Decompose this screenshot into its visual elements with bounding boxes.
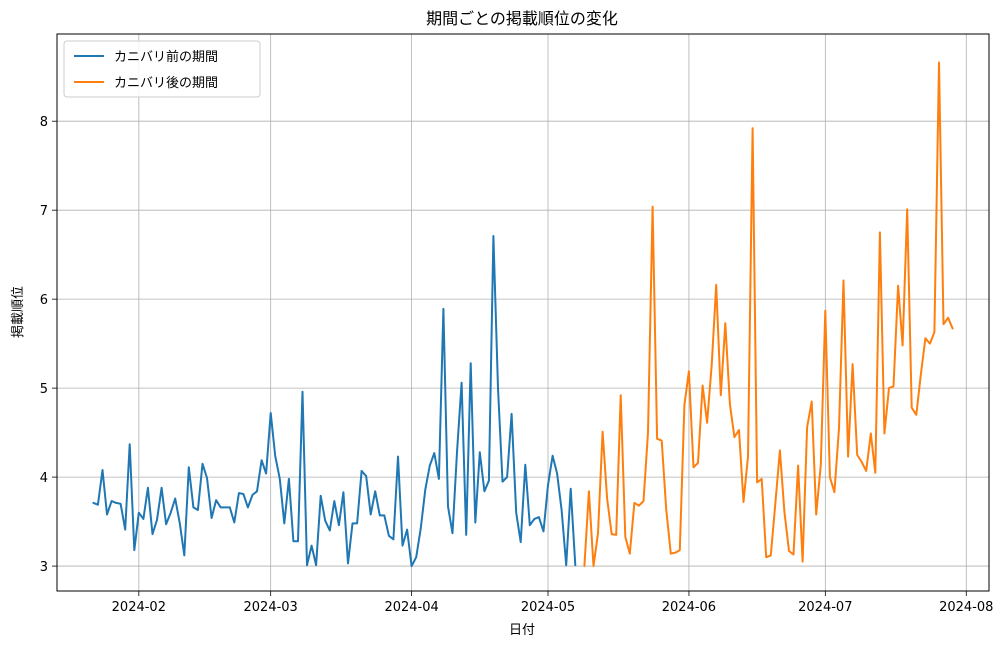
x-tick-label: 2024-02 [112,600,166,615]
y-tick-label: 4 [40,471,48,486]
legend-box [63,40,261,98]
y-tick-label: 8 [40,115,48,130]
legend-label-before: カニバリ前の期間 [114,49,218,65]
x-tick-label: 2024-03 [244,600,298,615]
series-line-0 [92,235,577,568]
y-tick-label: 3 [40,560,48,575]
x-axis-ticks: 2024-02 2024-03 2024-04 2024-05 2024-06 2024-… [112,591,993,615]
y-axis-label: 掲載順位 [10,286,26,338]
legend: カニバリ前の期間 カニバリ後の期間 [63,40,261,98]
grid-lines [57,34,989,591]
x-tick-label: 2024-06 [662,600,716,615]
plot-frame [56,33,990,592]
series-line-1 [583,61,954,568]
x-tick-label: 2024-07 [798,600,852,615]
x-axis-label: 日付 [509,623,535,638]
series-layer [92,61,954,568]
y-tick-label: 7 [40,204,48,219]
x-tick-label: 2024-08 [939,600,993,615]
y-tick-label: 5 [40,382,48,397]
x-tick-label: 2024-04 [384,600,438,615]
y-axis-ticks: 3 4 5 6 7 8 [40,115,57,575]
x-tick-label: 2024-05 [521,600,575,615]
chart-title: 期間ごとの掲載順位の変化 [426,9,618,28]
legend-label-after: カニバリ後の期間 [114,76,218,91]
y-tick-label: 6 [40,293,48,308]
